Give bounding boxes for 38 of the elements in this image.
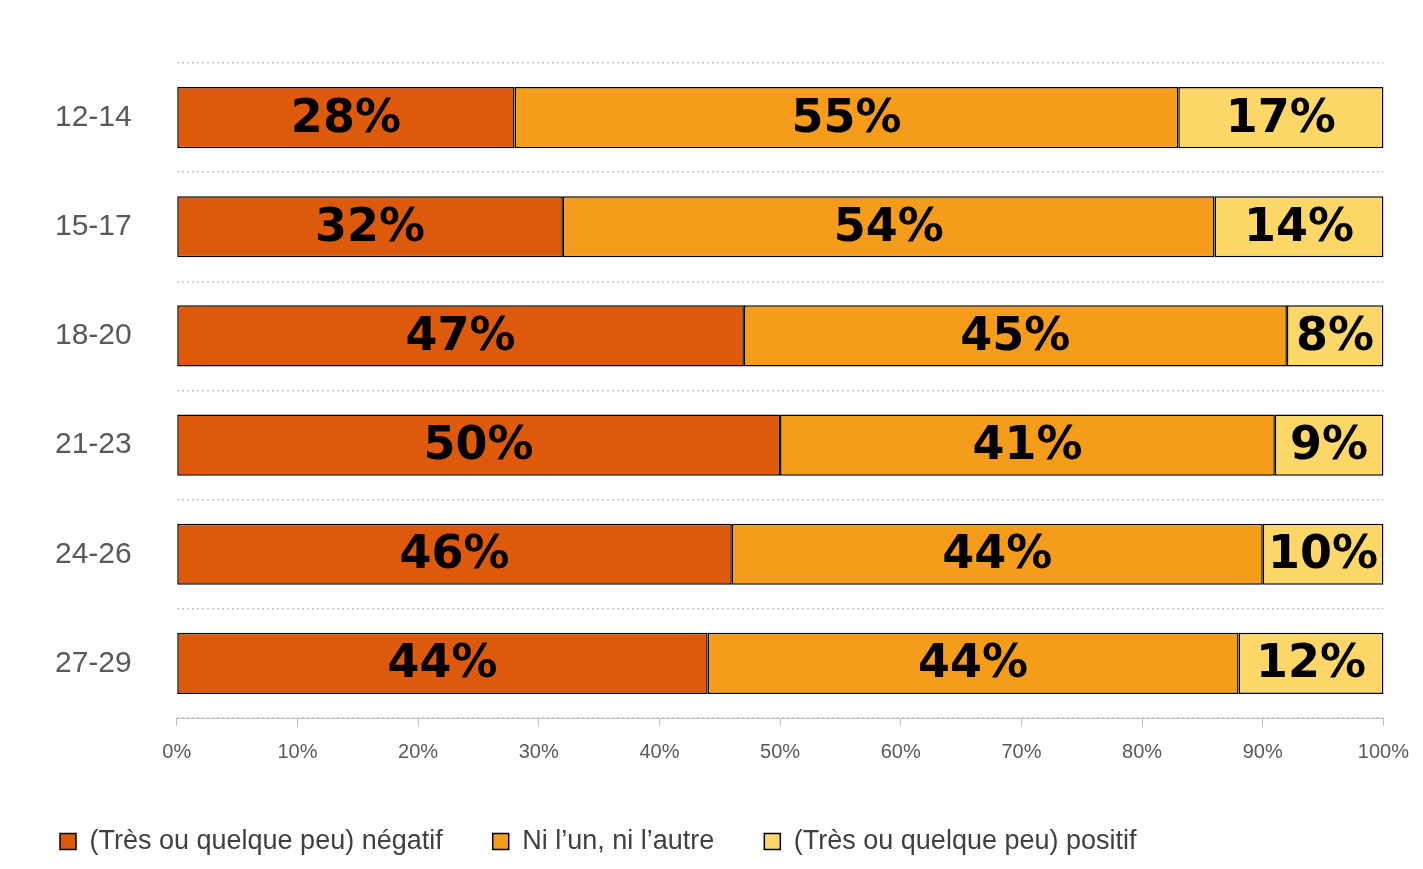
legend-label: (Très ou quelque peu) négatif: [89, 824, 444, 855]
legend-label: Ni l’un, ni l’autre: [522, 824, 715, 855]
data-label: 10%: [1268, 525, 1379, 580]
data-label: 32%: [315, 197, 426, 252]
x-tick-label: 60%: [880, 739, 921, 762]
x-tick-label: 90%: [1242, 739, 1283, 762]
data-label: 47%: [405, 306, 516, 361]
data-label: 50%: [423, 416, 534, 471]
legend-label: (Très ou quelque peu) positif: [793, 824, 1138, 855]
data-label: 45%: [960, 306, 1071, 361]
data-label: 28%: [290, 88, 401, 143]
y-tick-label: 18-20: [54, 317, 132, 351]
data-label: 17%: [1225, 88, 1336, 143]
x-tick-label: 30%: [518, 739, 559, 762]
y-tick-label: 24-26: [54, 535, 132, 569]
data-label: 9%: [1290, 416, 1369, 471]
y-tick-label: 15-17: [54, 208, 132, 242]
x-tick-label: 10%: [277, 739, 318, 762]
y-tick-label: 27-29: [54, 644, 132, 678]
x-tick-label: 40%: [639, 739, 680, 762]
data-label: 55%: [791, 88, 902, 143]
x-tick-label: 20%: [398, 739, 439, 762]
data-label: 44%: [918, 634, 1029, 689]
x-tick-label: 100%: [1357, 739, 1410, 762]
data-label: 54%: [833, 197, 944, 252]
y-tick-label: 21-23: [54, 426, 132, 460]
data-label: 44%: [387, 634, 498, 689]
y-tick-label: 12-14: [54, 98, 132, 132]
x-tick-label: 50%: [760, 739, 801, 762]
x-tick-label: 70%: [1001, 739, 1042, 762]
data-label: 8%: [1296, 306, 1375, 361]
data-label: 44%: [942, 525, 1053, 580]
x-tick-label: 0%: [162, 739, 192, 762]
data-label: 46%: [399, 525, 510, 580]
x-tick-label: 80%: [1122, 739, 1163, 762]
data-label: 14%: [1243, 197, 1355, 252]
data-label: 12%: [1255, 634, 1367, 689]
data-label: 41%: [972, 416, 1083, 471]
